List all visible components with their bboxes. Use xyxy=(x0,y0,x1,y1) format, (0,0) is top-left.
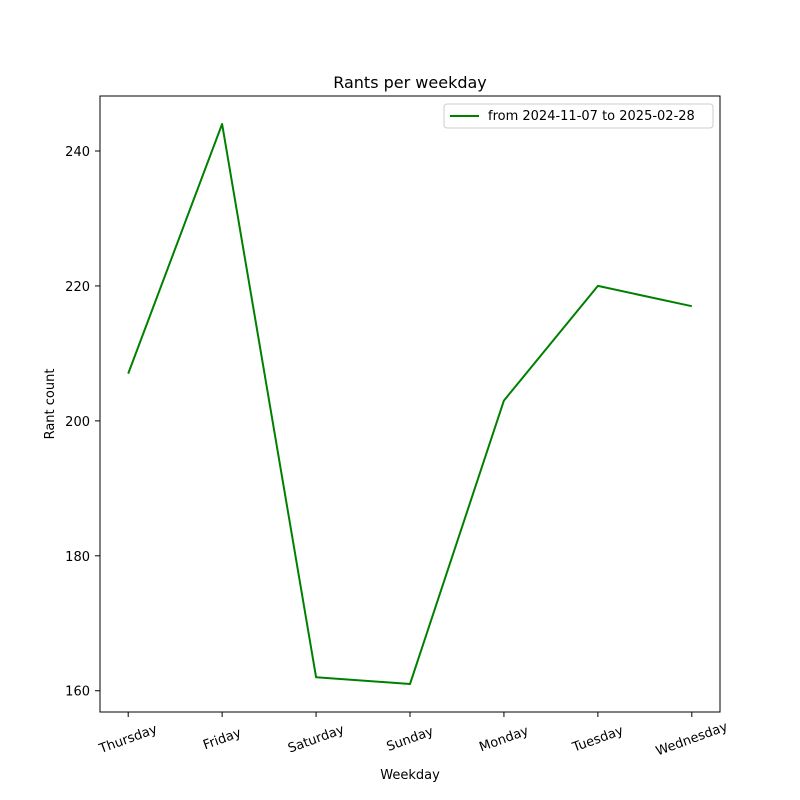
y-tick-label: 180 xyxy=(65,550,90,565)
legend-label: from 2024-11-07 to 2025-02-28 xyxy=(488,109,695,124)
y-tick-label: 200 xyxy=(65,415,90,430)
series-line xyxy=(127,123,693,685)
y-axis-label: Rant count xyxy=(43,369,58,440)
y-tick-label: 220 xyxy=(65,280,90,295)
legend: from 2024-11-07 to 2025-02-28 xyxy=(443,103,714,129)
y-axis: 160 180 200 220 240 xyxy=(65,145,100,700)
y-tick-label: 160 xyxy=(65,685,90,700)
series-layer xyxy=(127,123,693,685)
legend-box xyxy=(443,103,714,129)
x-axis-label: Weekday xyxy=(380,768,440,783)
y-tick-label: 240 xyxy=(65,145,90,160)
chart-title: Rants per weekday xyxy=(333,73,487,92)
